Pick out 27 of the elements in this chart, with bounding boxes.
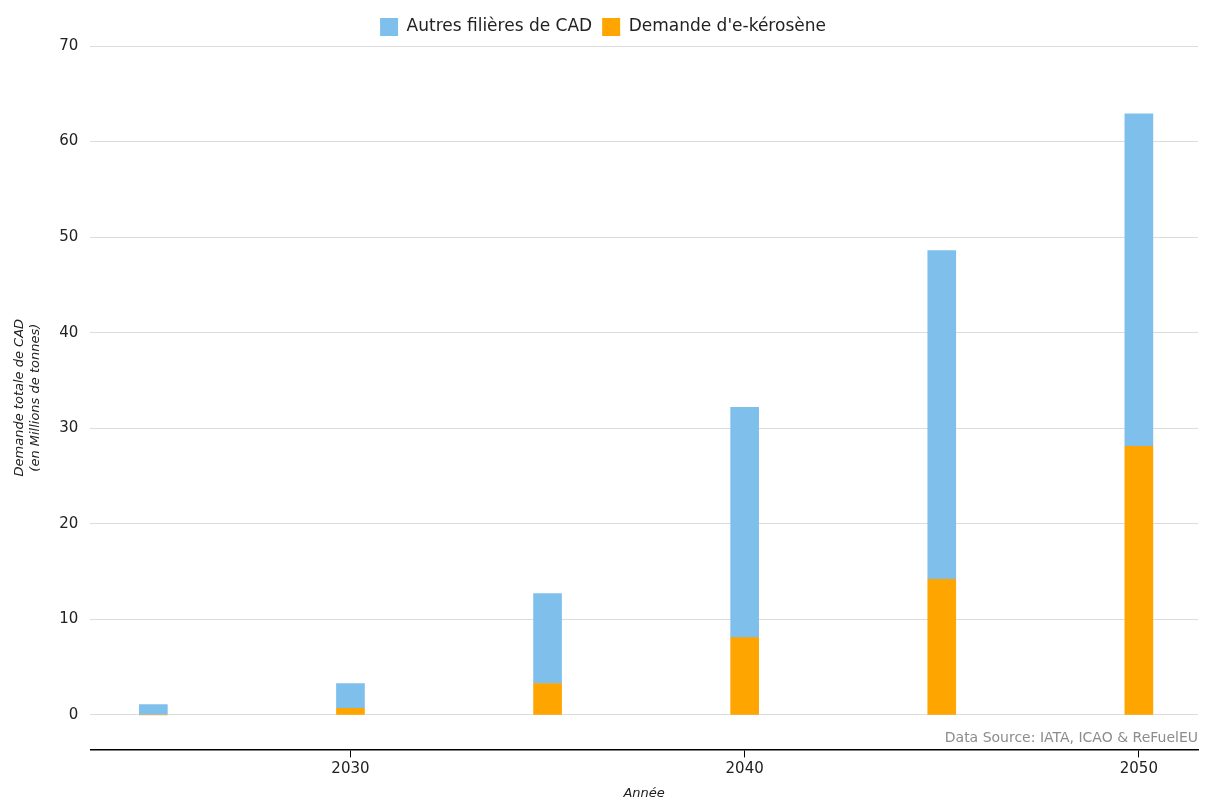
bar xyxy=(139,704,168,715)
bar xyxy=(730,406,759,638)
bar xyxy=(927,250,957,580)
y-tick-label: 40 xyxy=(59,322,79,341)
bar xyxy=(533,683,562,715)
annotation: Data Source: IATA, ICAO & ReFuelEU xyxy=(944,729,1198,746)
legend-label: Demande d'e-kérosène xyxy=(628,15,826,36)
y-tick-label: 50 xyxy=(59,227,79,246)
bar xyxy=(1124,113,1154,447)
bar xyxy=(730,637,759,715)
y-tick-label: 0 xyxy=(68,704,79,723)
bar xyxy=(336,683,365,709)
x-tick-label: 2040 xyxy=(725,759,764,778)
bar xyxy=(336,707,365,715)
legend-label: Autres filières de CAD xyxy=(406,15,593,36)
y-tick-label: 30 xyxy=(59,418,79,437)
x-tick-label: 2030 xyxy=(331,759,370,778)
bar xyxy=(533,593,562,684)
y-tick-label: 60 xyxy=(59,131,79,150)
x-tick-label: 2050 xyxy=(1119,759,1158,778)
y-tick-label: 10 xyxy=(59,609,79,628)
x-axis-title: Année xyxy=(622,784,665,800)
bar xyxy=(927,578,957,715)
y-tick-label: 70 xyxy=(59,35,79,54)
y-tick-label: 20 xyxy=(59,513,79,532)
y-axis-title: Demande totale de CAD (en Millions de tonnes) xyxy=(11,318,42,477)
bar xyxy=(1124,446,1154,715)
